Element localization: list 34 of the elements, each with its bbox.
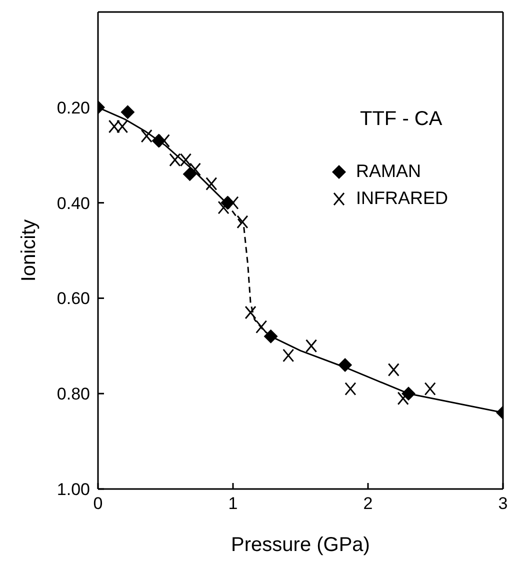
point [424,382,436,396]
x-tick-label: 1 [228,494,238,514]
point [282,348,294,362]
y-tick-label: 0.80 [56,384,90,404]
x-tick-label: 0 [93,494,103,514]
point [158,134,170,148]
point [244,306,256,320]
point [140,129,152,143]
point [306,339,318,353]
point [108,120,120,134]
legend-label: INFRARED [356,188,448,209]
point [206,176,218,190]
x-tick-label: 2 [363,494,373,514]
point [344,382,356,396]
point [227,196,239,210]
point [116,120,128,134]
point [397,392,409,406]
x-axis-title: Pressure (GPa) [231,534,370,556]
point [189,162,201,176]
point [236,215,248,229]
y-axis-title: Ionicity [18,219,40,282]
y-tick-label: 0.20 [56,98,90,118]
point [218,200,230,214]
point [169,153,181,167]
point [256,320,268,334]
y-tick-label: 0.40 [56,194,90,213]
x-tick-label: 3 [498,494,508,514]
y-tick-label: 1.00 [56,480,90,500]
point [120,105,135,120]
legend-label: RAMAN [356,161,421,182]
y-tick-label: 0.60 [56,289,90,308]
point [180,153,192,167]
legend-title: TTF - CA [360,108,444,131]
point [388,363,400,376]
